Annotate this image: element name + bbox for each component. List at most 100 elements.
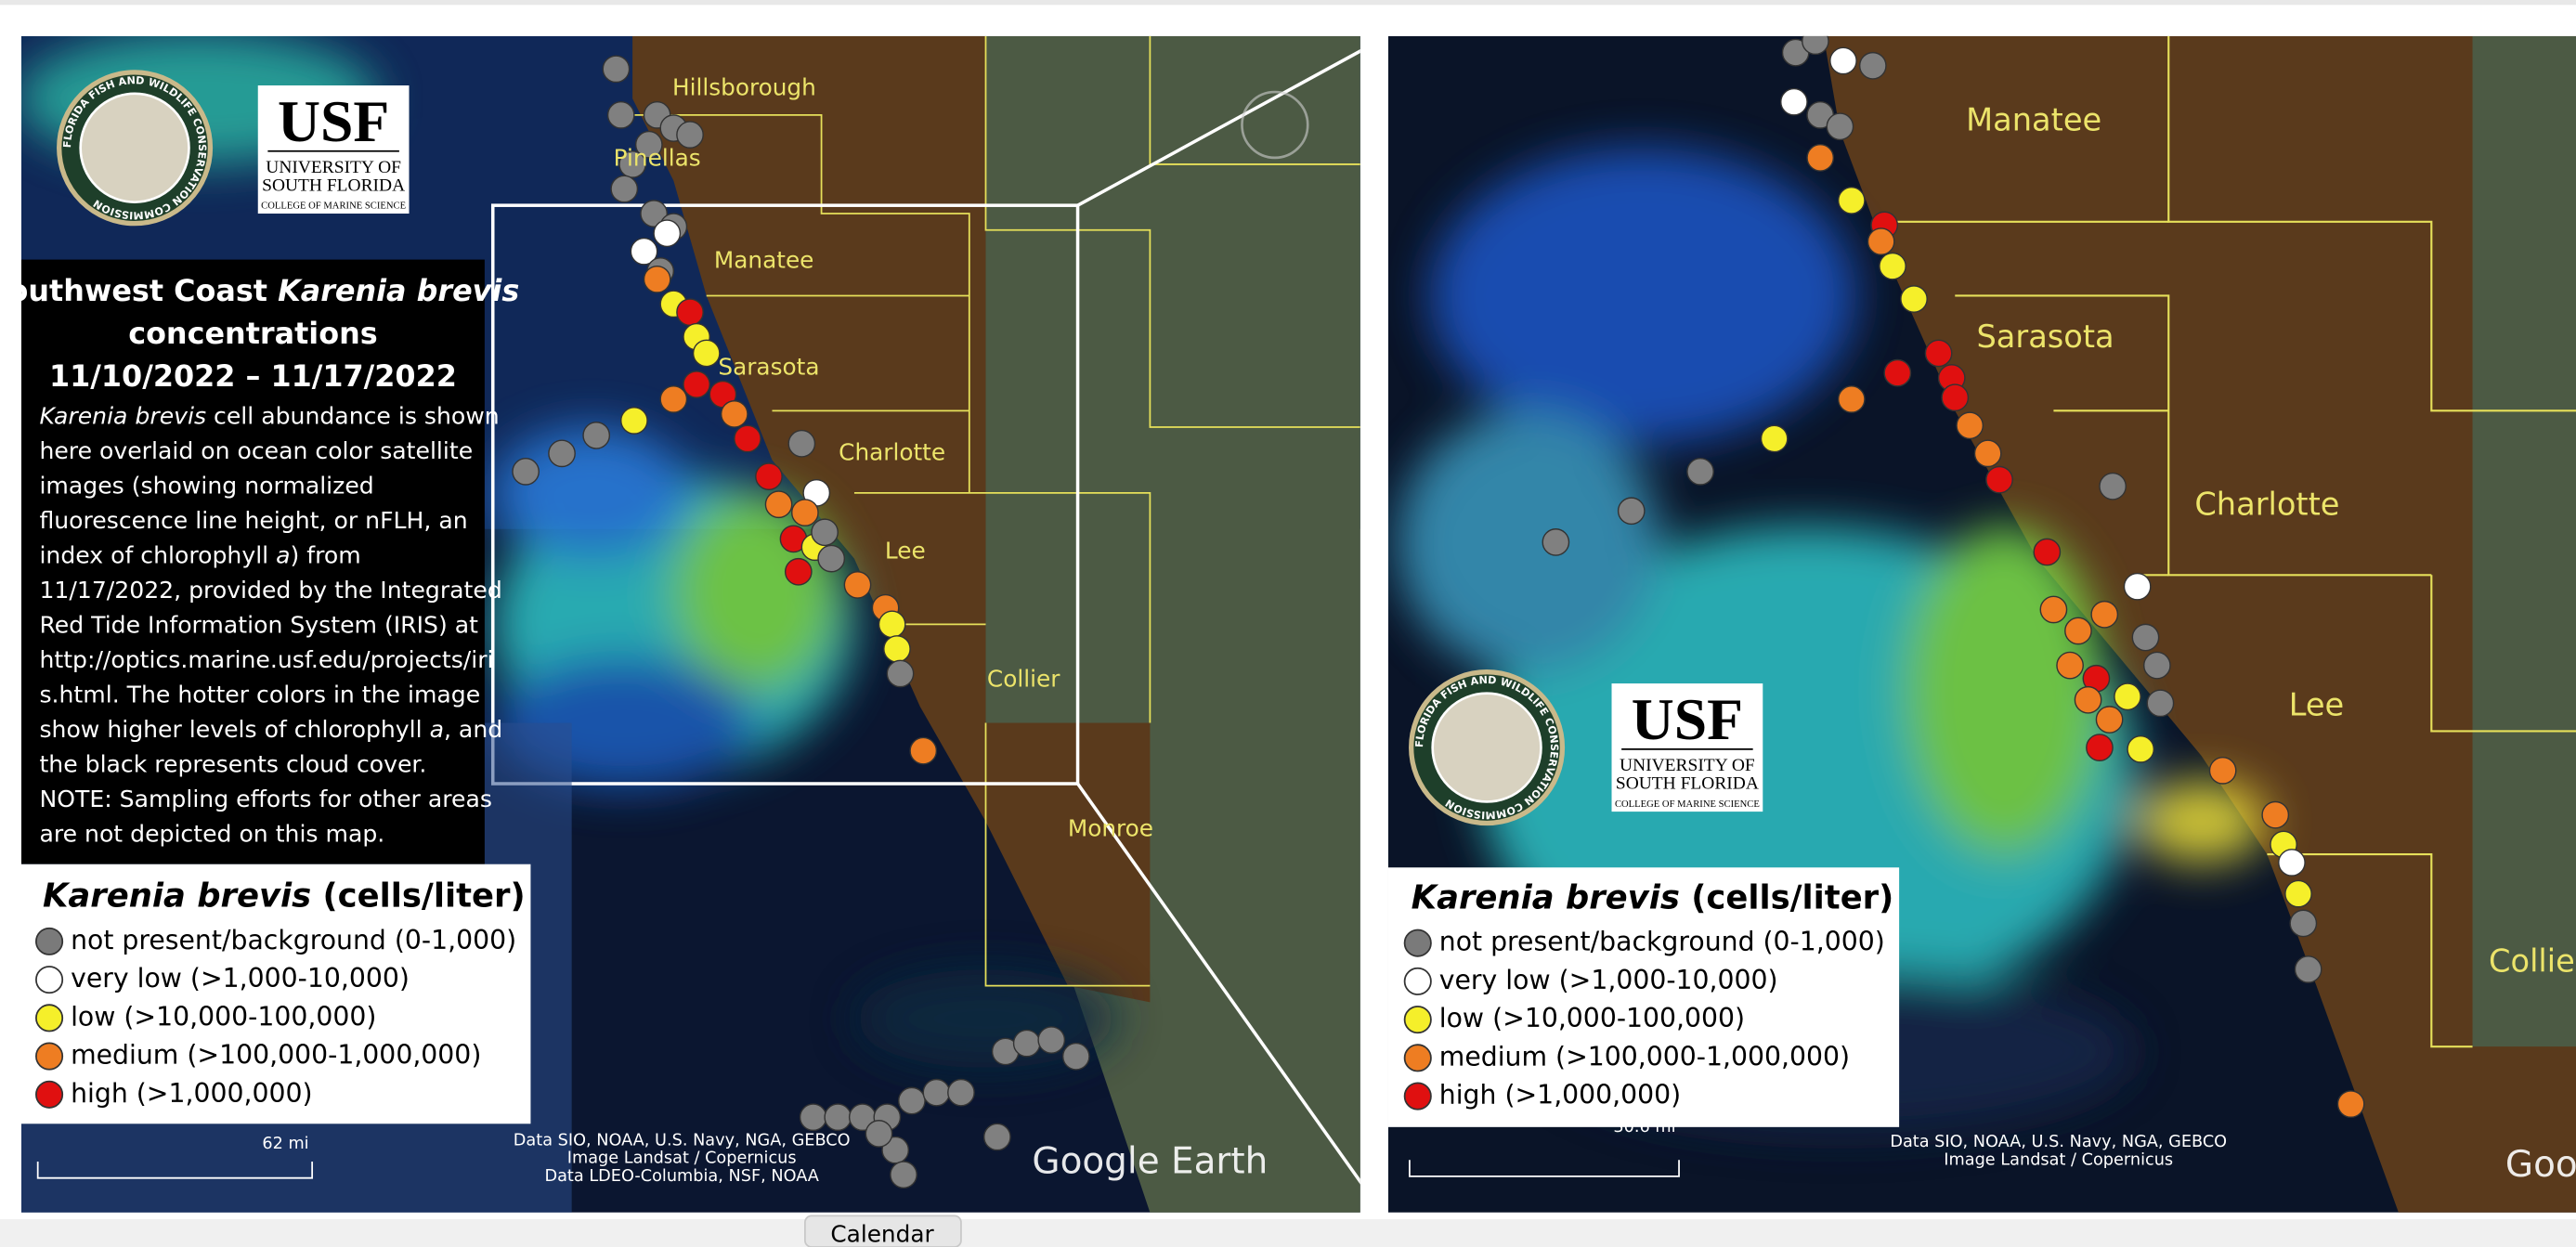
sample-dot <box>2143 651 2171 680</box>
legend-label: very low (>1,000-10,000) <box>1439 965 1778 995</box>
info-description-part: Red Tide Information System (IRIS) at <box>39 612 478 639</box>
sample-dot <box>811 518 839 547</box>
info-description: the black represents cloud cover. <box>39 751 426 778</box>
info-dates: 11/10/2022 – 11/17/2022 <box>49 358 457 394</box>
sample-dot <box>1829 46 1857 75</box>
sample-dot <box>676 298 704 327</box>
info-description-part: NOTE: Sampling efforts for other areas <box>39 786 491 812</box>
zoom-box <box>490 203 1080 786</box>
sample-dot <box>983 1123 1011 1151</box>
sample-dot <box>659 385 688 413</box>
info-title-part: Karenia brevis <box>278 273 519 308</box>
sample-dot <box>1802 35 1829 56</box>
sample-dot <box>2131 623 2160 652</box>
usf-logo-line: COLLEGE OF MARINE SCIENCE <box>1615 799 1760 810</box>
info-description: s.html. The hotter colors in the image <box>39 682 480 708</box>
info-description: fluorescence line height, or nFLH, an <box>39 507 467 534</box>
sample-dot <box>618 150 646 178</box>
sample-dot <box>1826 112 1854 141</box>
right-map: Manatee Sarasota Charlotte Lee Collier Data S… <box>1387 35 2576 1213</box>
sample-dot <box>947 1078 975 1107</box>
info-title-part: Southwest Coast <box>0 273 278 308</box>
county-label: Manatee <box>714 246 814 273</box>
sample-dot <box>512 457 540 486</box>
info-title: Southwest Coast Karenia brevis <box>0 273 519 308</box>
sample-dot <box>2074 685 2102 714</box>
county-label: Collier <box>2489 942 2576 979</box>
sample-dot <box>883 635 911 663</box>
legend-title-part: (cells/liter) <box>1680 878 1893 916</box>
scale-bar <box>1409 1160 1680 1177</box>
sample-dot <box>2208 757 2237 785</box>
sample-dot <box>2039 595 2068 624</box>
info-description-part: are not depicted on this map. <box>39 821 384 848</box>
info-description: Karenia brevis cell abundance is shown <box>39 403 499 430</box>
info-description-part: Karenia brevis <box>39 403 206 430</box>
legend-label: high (>1,000,000) <box>71 1078 312 1109</box>
sample-dot <box>1837 187 1866 214</box>
info-description: NOTE: Sampling efforts for other areas <box>39 786 491 812</box>
info-description-part: fluorescence line height, or nFLH, an <box>39 507 467 534</box>
county-label: Lee <box>2289 686 2344 722</box>
sample-dot <box>2095 706 2124 734</box>
sample-dot <box>799 1103 827 1132</box>
sample-dot <box>620 407 648 435</box>
sample-dot <box>898 1086 926 1115</box>
legend-box-right <box>1387 867 1900 1127</box>
scale-bar <box>36 1161 314 1179</box>
info-description-part: s.html. The hotter colors in the image <box>39 682 480 708</box>
info-description-part: http://optics.marine.usf.edu/projects/ir… <box>39 646 493 673</box>
info-description: http://optics.marine.usf.edu/projects/ir… <box>39 646 493 673</box>
sample-dot <box>2123 572 2152 601</box>
sample-dot <box>1542 528 1570 556</box>
watermark: Google Earth <box>2505 1144 2576 1186</box>
bottom-strip <box>0 1218 2576 1247</box>
sample-dot <box>2336 1090 2365 1118</box>
sample-dot <box>791 499 819 526</box>
county-label: Charlotte <box>2194 486 2339 522</box>
sample-dot <box>2261 800 2290 829</box>
usf-logo-line: SOUTH FLORIDA <box>262 175 405 195</box>
usf-logo <box>257 85 410 214</box>
attribution: Image Landsat / Copernicus <box>567 1150 797 1168</box>
sample-dot <box>683 370 710 398</box>
calendar-button-label[interactable]: Calendar <box>830 1221 934 1247</box>
legend-label: high (>1,000,000) <box>1439 1080 1681 1111</box>
sample-dot <box>643 265 671 293</box>
county-label: Sarasota <box>1976 318 2114 355</box>
info-description-part: index of chlorophyll <box>39 542 276 569</box>
sample-dot <box>2064 617 2092 645</box>
legend-swatch <box>35 1004 64 1033</box>
info-description: Red Tide Information System (IRIS) at <box>39 612 478 639</box>
usf-logo-line: COLLEGE OF MARINE SCIENCE <box>261 201 406 212</box>
sample-dot <box>582 422 611 449</box>
info-description-part: cell abundance is shown <box>206 403 500 430</box>
sample-dot <box>1012 1029 1041 1058</box>
sample-dot <box>909 736 938 765</box>
sample-dot <box>886 659 915 688</box>
legend-label: not present/background (0-1,000) <box>71 925 516 955</box>
sample-dot <box>548 439 576 468</box>
county-label: Manatee <box>1966 101 2101 137</box>
info-description: here overlaid on ocean color satellite <box>39 437 473 464</box>
usf-logo <box>1611 683 1763 812</box>
sample-dot <box>2099 472 2127 500</box>
sample-dot <box>2056 651 2084 680</box>
sample-dot <box>1941 383 1970 412</box>
sample-dot <box>1924 339 1953 368</box>
legend-title: Karenia brevis (cells/liter) <box>1412 878 1894 916</box>
info-description: index of chlorophyll a) from <box>39 542 360 569</box>
usf-logo-line: SOUTH FLORIDA <box>1616 773 1759 793</box>
sample-dot <box>922 1078 951 1107</box>
fwc-logo-inner <box>79 92 190 203</box>
calendar-button[interactable] <box>803 1215 962 1247</box>
county-label: Sarasota <box>718 353 819 380</box>
info-box <box>20 259 485 864</box>
legend-swatch <box>1403 1044 1432 1072</box>
attribution: Data SIO, NOAA, U.S. Navy, NGA, GEBCO <box>514 1131 851 1150</box>
sample-dot <box>630 237 658 266</box>
sample-dot <box>2090 600 2119 629</box>
sample-dot <box>865 1120 893 1148</box>
legend-label: low (>10,000-100,000) <box>1439 1003 1745 1033</box>
